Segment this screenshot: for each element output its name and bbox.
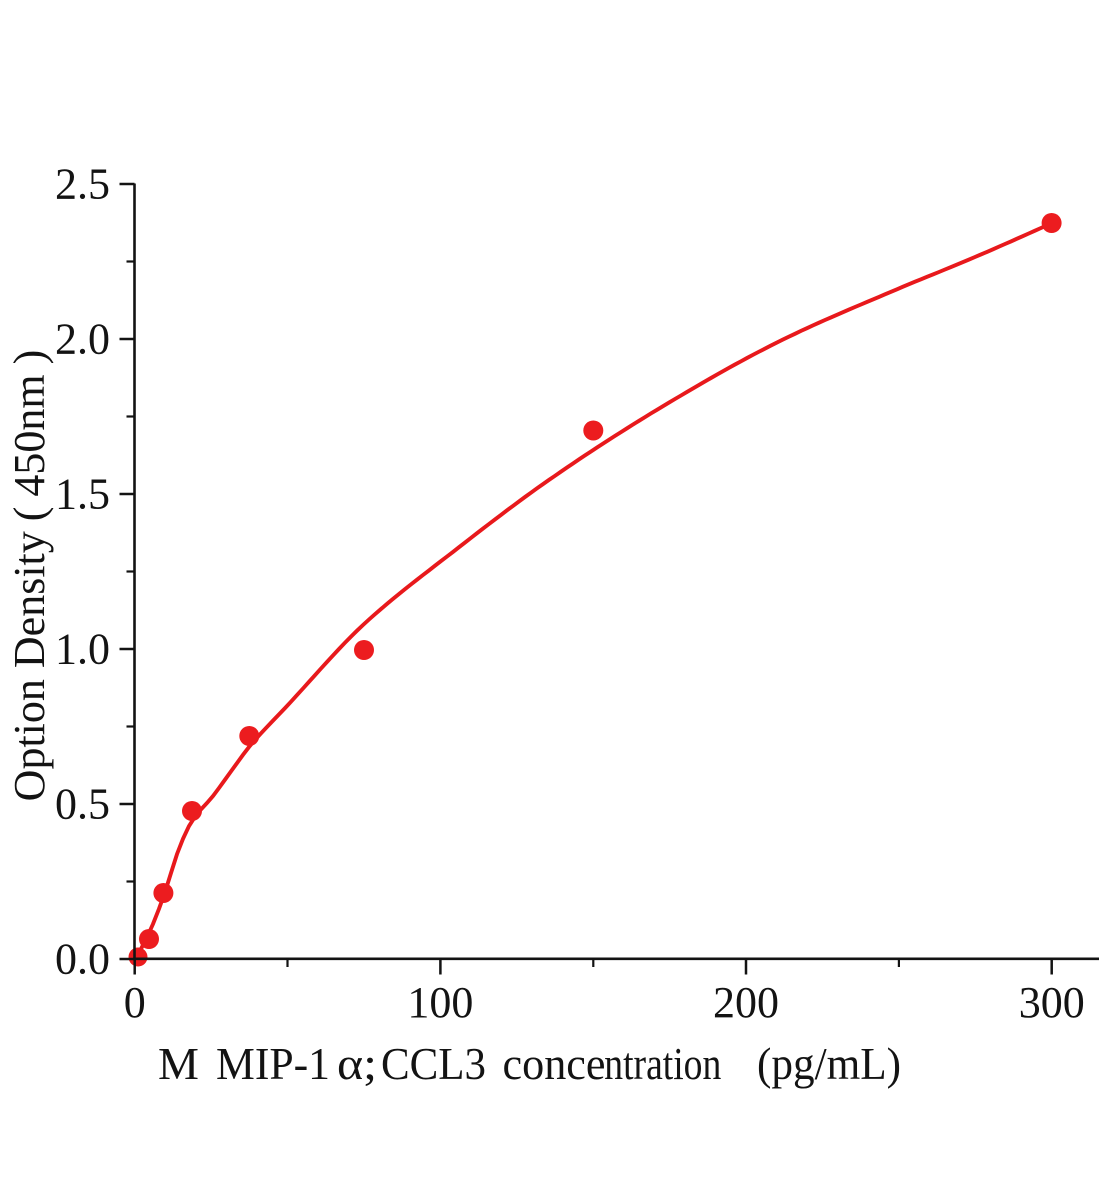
- svg-text:2.0: 2.0: [55, 315, 110, 364]
- svg-text:300: 300: [1019, 978, 1085, 1027]
- svg-text:200: 200: [713, 978, 779, 1027]
- svg-text:0.0: 0.0: [55, 935, 110, 984]
- svg-text:Option Density(450nm): Option Density(450nm): [5, 350, 54, 802]
- svg-text:0: 0: [124, 978, 146, 1027]
- svg-text:0.5: 0.5: [55, 780, 110, 829]
- svg-text:1.0: 1.0: [55, 625, 110, 674]
- svg-text:1.5: 1.5: [55, 470, 110, 519]
- svg-text:2.5: 2.5: [55, 160, 110, 209]
- svg-text:100: 100: [407, 978, 473, 1027]
